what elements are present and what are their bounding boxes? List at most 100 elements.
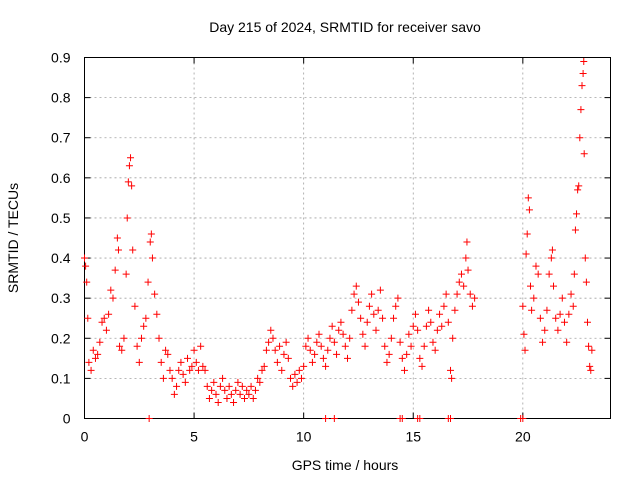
data-point xyxy=(385,350,393,358)
data-point xyxy=(524,194,532,202)
data-point xyxy=(179,370,187,378)
data-point xyxy=(326,334,334,342)
data-point xyxy=(429,338,437,346)
data-point xyxy=(548,246,556,254)
data-point xyxy=(135,358,143,366)
data-point xyxy=(522,250,530,258)
x-tick-label: 20 xyxy=(515,429,531,445)
data-point xyxy=(407,342,415,350)
data-point xyxy=(396,338,404,346)
data-point xyxy=(447,415,455,422)
y-tick-label: 0.2 xyxy=(51,330,71,346)
y-tick-label: 0.4 xyxy=(51,250,71,266)
data-point xyxy=(565,310,573,318)
data-point xyxy=(216,382,224,390)
data-point xyxy=(175,366,183,374)
data-point xyxy=(532,262,540,270)
data-point xyxy=(545,270,553,278)
data-point xyxy=(365,302,373,310)
data-point xyxy=(451,306,459,314)
data-point xyxy=(425,306,433,314)
data-point xyxy=(370,310,378,318)
data-point xyxy=(140,322,148,330)
data-point xyxy=(330,338,338,346)
data-point xyxy=(405,330,413,338)
data-point xyxy=(84,314,92,322)
y-tick-labels: 0 0.1 0.2 0.3 0.4 0.5 0.6 0.7 0.8 0.9 xyxy=(51,50,71,427)
data-point xyxy=(107,286,115,294)
data-point xyxy=(569,302,577,310)
data-point xyxy=(100,314,108,322)
data-point xyxy=(151,290,159,298)
data-point xyxy=(260,362,268,370)
data-point xyxy=(155,334,163,342)
data-point xyxy=(414,326,422,334)
axis-ticks xyxy=(84,57,611,419)
data-point xyxy=(586,362,594,370)
data-point xyxy=(146,238,154,246)
data-point xyxy=(468,302,476,310)
data-point xyxy=(293,378,301,386)
data-point xyxy=(580,58,588,66)
data-point xyxy=(142,314,150,322)
y-tick-label: 0 xyxy=(63,411,71,427)
data-point xyxy=(420,342,428,350)
data-point xyxy=(181,378,189,386)
data-point xyxy=(433,326,441,334)
data-point xyxy=(560,318,568,326)
data-point xyxy=(133,342,141,350)
data-point xyxy=(579,70,587,78)
data-point xyxy=(295,366,303,374)
y-axis-label: SRMTID / TECUs xyxy=(5,183,21,293)
data-point xyxy=(276,342,284,350)
data-point xyxy=(147,230,155,238)
data-point xyxy=(159,374,167,382)
data-point xyxy=(322,415,330,422)
y-tick-label: 0.8 xyxy=(51,90,71,106)
data-point xyxy=(177,358,185,366)
data-point xyxy=(236,390,244,398)
data-point xyxy=(85,358,93,366)
data-point xyxy=(203,382,211,390)
data-point xyxy=(114,246,122,254)
data-point xyxy=(462,254,470,262)
data-point xyxy=(372,326,380,334)
y-tick-label: 0.7 xyxy=(51,130,71,146)
data-point xyxy=(308,358,316,366)
x-tick-label: 5 xyxy=(190,429,198,445)
data-point xyxy=(352,282,360,290)
data-point xyxy=(197,342,205,350)
data-point xyxy=(240,394,248,402)
data-point xyxy=(525,206,533,214)
data-point xyxy=(333,350,341,358)
data-point xyxy=(523,230,531,238)
x-tick-labels: 0 5 10 15 20 xyxy=(81,429,531,445)
data-point xyxy=(519,415,527,422)
x-tick-label: 10 xyxy=(296,429,312,445)
data-point xyxy=(144,278,152,286)
data-point xyxy=(238,382,246,390)
data-point xyxy=(577,106,585,114)
grid-lines xyxy=(84,57,611,419)
data-point xyxy=(576,134,584,142)
data-point xyxy=(578,82,586,90)
data-point xyxy=(256,378,264,386)
data-point xyxy=(527,282,535,290)
y-tick-label: 0.9 xyxy=(51,50,71,66)
data-point xyxy=(214,398,222,406)
data-point xyxy=(254,374,262,382)
data-point xyxy=(131,302,139,310)
x-tick-label: 0 xyxy=(81,429,89,445)
data-point xyxy=(128,182,136,190)
data-point xyxy=(539,338,547,346)
data-point xyxy=(436,310,444,318)
data-point xyxy=(392,302,400,310)
data-point xyxy=(344,354,351,362)
y-tick-label: 0.1 xyxy=(51,370,71,386)
data-point xyxy=(588,346,596,354)
data-point xyxy=(444,318,452,326)
data-point xyxy=(105,310,113,318)
data-point xyxy=(302,342,310,350)
chart-title: Day 215 of 2024, SRMTID for receiver sav… xyxy=(209,19,481,35)
